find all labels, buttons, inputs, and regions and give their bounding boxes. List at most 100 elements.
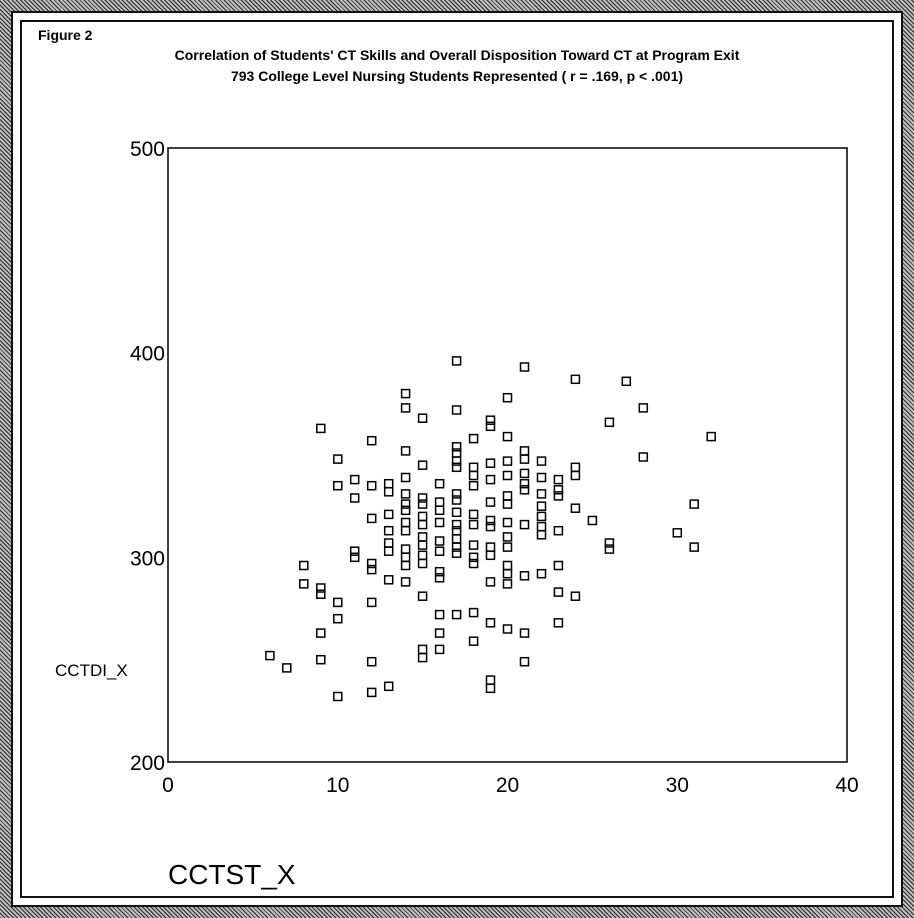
scatter-point [451, 442, 462, 452]
scatter-point [502, 470, 513, 481]
scatter-point [316, 583, 326, 593]
scatter-point [502, 491, 513, 501]
scatter-point [417, 493, 428, 503]
chart-subtitle: 793 College Level Nursing Students Repre… [230, 68, 684, 84]
scatter-point [485, 618, 496, 628]
scatter-point [570, 374, 581, 385]
data-points [265, 356, 716, 702]
scatter-point [485, 542, 496, 552]
scatter-point [400, 552, 411, 563]
scatter-point [417, 558, 428, 569]
scatter-point [417, 532, 428, 542]
scatter-point [468, 519, 479, 530]
figure-label: Figure 2 [38, 27, 93, 43]
scatter-point [417, 644, 428, 655]
scatter-point [434, 505, 445, 516]
scatter-point [434, 644, 445, 655]
scatter-point [400, 403, 411, 413]
scatter-point [383, 681, 394, 692]
scatter-point [553, 485, 564, 495]
scatter-point [502, 392, 513, 403]
scatter-point [519, 519, 530, 530]
scatter-point [468, 470, 479, 481]
chart-title: Correlation of Students' CT Skills and O… [174, 47, 740, 63]
scatter-point [383, 509, 394, 520]
scatter-point [468, 509, 479, 520]
scatter-point [553, 560, 564, 571]
x-tick-label: 30 [666, 774, 689, 797]
scatter-point [621, 376, 632, 387]
scatter-point [366, 480, 377, 491]
y-tick-label: 500 [130, 138, 165, 161]
scatter-point [689, 499, 699, 509]
scatter-point [451, 507, 462, 518]
scatter-point [604, 417, 615, 428]
scatter-point [570, 591, 581, 601]
scatter-point [366, 597, 377, 608]
scatter-point [434, 478, 445, 489]
scatter-point [536, 472, 547, 483]
x-tick-label: 0 [162, 774, 174, 797]
scatter-point [349, 546, 360, 556]
scatter-point [400, 499, 411, 509]
scatter-point [366, 513, 377, 524]
scatter-point [417, 519, 428, 530]
scatter-point [366, 435, 377, 446]
scatter-point [400, 560, 411, 571]
scatter-point [282, 663, 292, 673]
scatter-point [587, 515, 598, 526]
scatter-point [485, 497, 496, 507]
scatter-point [451, 456, 462, 466]
scatter-point [536, 489, 547, 499]
scatter-point [604, 544, 615, 554]
y-tick-label: 400 [130, 343, 165, 366]
scatter-point [400, 544, 411, 554]
scatter-point [417, 511, 428, 522]
scatter-point [519, 454, 530, 464]
scatter-point [434, 609, 445, 620]
scatter-point [519, 628, 530, 638]
scatter-point [536, 530, 547, 540]
scatter-point [468, 540, 479, 550]
scatter-point [434, 546, 445, 556]
scatter-point [417, 460, 428, 470]
scatter-point [299, 579, 309, 589]
scatter-point [519, 446, 530, 456]
scatter-point [451, 534, 462, 544]
scatter-point [316, 654, 326, 665]
scatter-point [502, 568, 513, 579]
scatter-point [400, 472, 411, 483]
scatter-point [400, 505, 411, 516]
scatter-point [383, 546, 394, 556]
scatter-point [417, 413, 428, 423]
plot-area [167, 147, 848, 763]
scatter-point [400, 446, 411, 456]
scatter-point [468, 607, 479, 618]
scatter-point [434, 628, 445, 638]
scatter-point [265, 650, 275, 661]
scatter-point [553, 618, 564, 628]
scatter-point [468, 462, 479, 473]
scatter-point [349, 493, 360, 503]
scatter-point [316, 589, 326, 599]
scatter-point [400, 525, 411, 536]
scatter-point [366, 564, 377, 575]
scatter-point [468, 480, 479, 491]
scatter-point [299, 560, 309, 571]
scatter-point [333, 691, 343, 702]
scatter-point [519, 571, 530, 581]
scatter-point [366, 656, 377, 667]
scatter-point [519, 362, 530, 372]
scatter-point [485, 521, 496, 532]
scatter-point [502, 542, 513, 552]
scatter-point [383, 575, 394, 585]
scatter-point [706, 431, 716, 442]
scatter-point [434, 517, 445, 528]
scatter-point [519, 468, 530, 479]
x-tick-labels: 0 10 20 30 40 [162, 774, 859, 797]
scatter-point [333, 613, 343, 624]
scatter-point [451, 489, 462, 499]
scatter-point [689, 542, 699, 552]
scatter-point [417, 540, 428, 550]
